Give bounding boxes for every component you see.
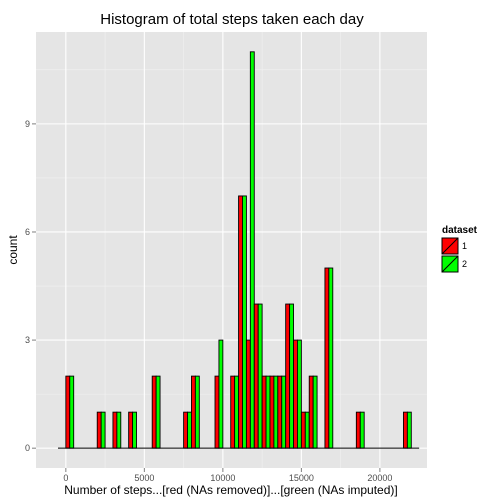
histogram-bar-series-1 — [151, 375, 157, 449]
histogram-bar-series-2 — [297, 339, 302, 449]
histogram-bar-series-2 — [132, 411, 137, 449]
histogram-bar-series-1 — [293, 339, 298, 449]
legend: dataset 1 2 — [441, 225, 478, 273]
histogram-bar-series-2 — [234, 375, 240, 449]
histogram-bar-series-1 — [308, 375, 314, 449]
histogram-bar-series-2 — [218, 339, 224, 449]
histogram-bar-series-2 — [281, 375, 287, 449]
x-tick-label: 15000 — [289, 473, 314, 483]
chart-title: Histogram of total steps taken each day — [100, 11, 364, 28]
histogram-bar-series-1 — [285, 303, 291, 449]
histogram-bar-series-2 — [273, 375, 279, 449]
histogram-bar-series-1 — [253, 303, 259, 449]
histogram-bar-series-1 — [324, 267, 330, 449]
histogram-bar-series-1 — [238, 195, 243, 449]
y-tick-label: 3 — [25, 335, 30, 345]
histogram-bar-series-2 — [249, 51, 255, 449]
histogram-bar-series-1 — [277, 375, 283, 449]
histogram-bar-series-2 — [100, 411, 106, 449]
histogram-bar-series-2 — [187, 411, 192, 449]
y-tick-label: 9 — [25, 119, 30, 129]
histogram-bar-series-1 — [214, 375, 220, 449]
histogram-bar-series-2 — [265, 375, 271, 449]
x-tick-label: 5000 — [134, 473, 154, 483]
histogram-bar-series-2 — [289, 303, 294, 449]
histogram-bar-series-1 — [191, 375, 196, 449]
histogram-bar-series-1 — [261, 375, 267, 449]
x-tick-label: 10000 — [210, 473, 235, 483]
histogram-bar-series-2 — [242, 195, 247, 449]
histogram-bar-series-2 — [312, 375, 318, 449]
histogram-bar-series-1 — [245, 339, 251, 449]
histogram-bar-series-2 — [328, 267, 334, 449]
histogram-bar-series-1 — [183, 411, 188, 449]
histogram-bar-series-2 — [304, 411, 310, 449]
x-tick-label: 20000 — [367, 473, 392, 483]
histogram-bar-series-1 — [402, 411, 408, 449]
histogram-bar-series-1 — [230, 375, 236, 449]
legend-item-1: 1 — [441, 237, 467, 255]
x-tick-label: 0 — [63, 473, 68, 483]
histogram-bar-series-1 — [65, 375, 71, 449]
y-tick-label: 6 — [25, 227, 30, 237]
histogram-bar-series-2 — [406, 411, 412, 449]
legend-item-2: 2 — [441, 255, 467, 273]
histogram-bar-series-2 — [69, 375, 75, 449]
legend-label-2: 2 — [462, 259, 467, 269]
histogram-bar-series-1 — [355, 411, 361, 449]
histogram-bar-series-2 — [359, 411, 365, 449]
histogram-bar-series-2 — [155, 375, 161, 449]
histogram-bar-series-2 — [257, 303, 263, 449]
histogram-bar-series-1 — [300, 411, 306, 449]
y-tick-label: 0 — [25, 443, 30, 453]
y-axis-ticks: 0 3 6 9 — [25, 119, 36, 453]
histogram-bar-series-2 — [116, 411, 122, 449]
legend-key-1-slash — [441, 237, 459, 255]
legend-key-2-slash — [441, 255, 459, 273]
histogram-bar-series-2 — [194, 375, 200, 449]
x-axis-title: Number of steps...[red (NAs removed)]...… — [64, 483, 397, 497]
histogram-bar-series-1 — [112, 411, 118, 449]
histogram-bar-series-1 — [128, 411, 134, 449]
y-axis-title: count — [6, 235, 20, 265]
histogram-bar-series-1 — [269, 375, 275, 449]
histogram-bar-series-1 — [96, 411, 102, 449]
legend-label-1: 1 — [462, 241, 467, 251]
bars-layer — [65, 51, 412, 449]
legend-title: dataset — [442, 225, 478, 236]
x-axis-ticks: 0 5000 10000 15000 20000 — [63, 468, 392, 483]
